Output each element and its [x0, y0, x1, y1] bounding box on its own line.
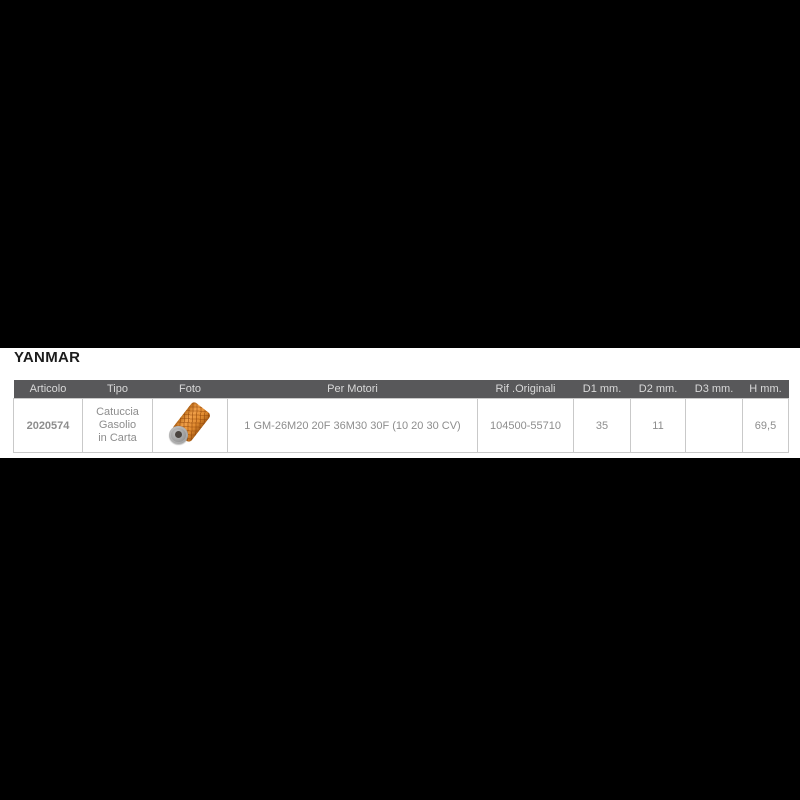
tipo-line-2: Gasolio [98, 419, 137, 431]
filter-end-cap [169, 425, 188, 444]
cell-d2: 11 [630, 398, 686, 453]
table-header-row: Articolo Tipo Foto Per Motori Rif .Origi… [13, 380, 789, 399]
cell-d1: 35 [573, 398, 631, 453]
cell-h: 69,5 [742, 398, 789, 453]
cell-articolo: 2020574 [13, 398, 83, 453]
col-header-per-motori: Per Motori [227, 380, 478, 399]
col-header-h: H mm. [742, 380, 789, 399]
parts-table: Articolo Tipo Foto Per Motori Rif .Origi… [13, 380, 789, 453]
col-header-rif-originali: Rif .Originali [477, 380, 574, 399]
cell-foto [152, 398, 228, 453]
col-header-foto: Foto [152, 380, 228, 399]
col-header-articolo: Articolo [13, 380, 83, 399]
catalog-page-panel: YANMAR Articolo Tipo Foto Per Motori Rif… [0, 348, 800, 458]
fuel-filter-cartridge-photo [163, 400, 217, 449]
filter-center-hole [175, 431, 182, 438]
col-header-d2: D2 mm. [630, 380, 686, 399]
tipo-line-3: in Carta [98, 432, 137, 444]
cell-tipo: Catuccia Gasolio in Carta [82, 398, 153, 453]
tipo-line-1: Catuccia [96, 406, 139, 418]
col-header-d1: D1 mm. [573, 380, 631, 399]
cell-d3 [685, 398, 743, 453]
table-row: 2020574 Catuccia Gasolio in Carta 1 GM-2… [13, 398, 789, 453]
cell-rif-originali: 104500-55710 [477, 398, 574, 453]
col-header-tipo: Tipo [82, 380, 153, 399]
cell-per-motori: 1 GM-26M20 20F 36M30 30F (10 20 30 CV) [227, 398, 478, 453]
page-title: YANMAR [14, 349, 81, 366]
col-header-d3: D3 mm. [685, 380, 743, 399]
